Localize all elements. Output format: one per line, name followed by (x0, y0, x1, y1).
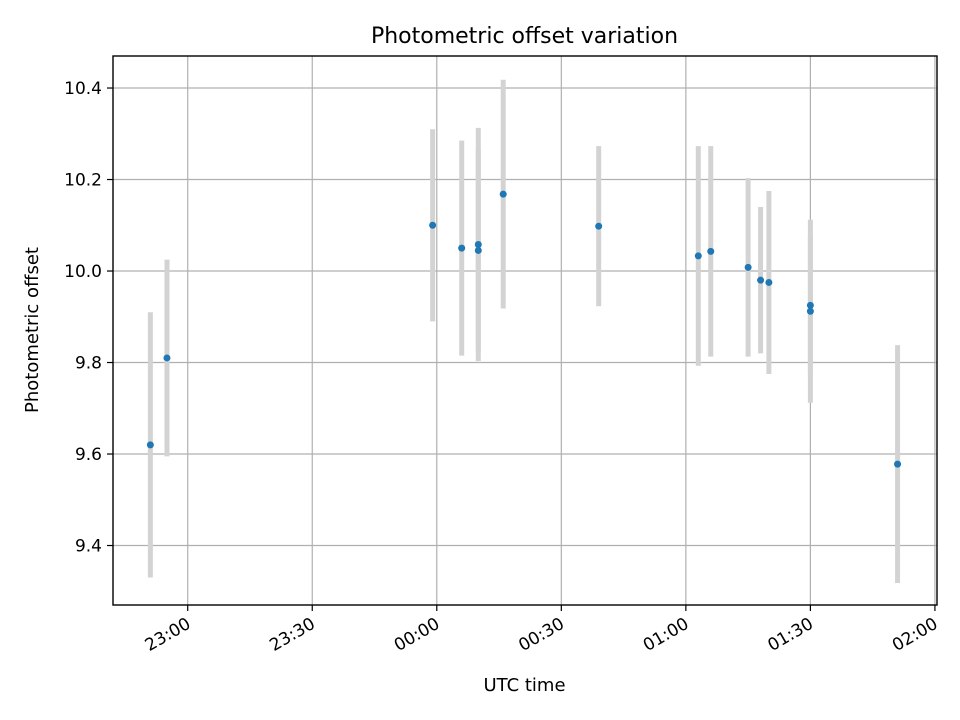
error-bars (147, 79, 901, 584)
y-axis-ticks: 9.4 9.6 9.8 10.0 10.2 10.4 (64, 79, 113, 557)
y-tick-label: 10.2 (64, 171, 102, 191)
x-tick-label: 01:30 (764, 614, 816, 656)
data-point (163, 354, 171, 362)
data-point (474, 246, 482, 254)
data-point (765, 278, 773, 286)
data-point (146, 441, 154, 449)
x-axis-ticks: 23:00 23:30 00:00 00:30 01:00 01:30 02:00 (142, 605, 941, 656)
y-tick-label: 10.0 (64, 262, 102, 282)
gridlines (113, 56, 937, 605)
x-tick-label: 23:30 (266, 614, 318, 656)
data-point (806, 301, 814, 309)
data-point (429, 221, 437, 229)
y-tick-label: 9.4 (75, 537, 102, 557)
data-point (757, 276, 765, 284)
data-point (694, 252, 702, 260)
data-point (499, 190, 507, 198)
data-points (146, 190, 902, 468)
data-point (806, 307, 814, 315)
data-point (474, 240, 482, 248)
y-tick-label: 10.4 (64, 79, 102, 99)
data-point (458, 244, 466, 252)
data-point (894, 460, 902, 468)
data-point (595, 222, 603, 230)
chart-title: Photometric offset variation (371, 24, 678, 49)
x-axis-label: UTC time (483, 675, 565, 696)
x-tick-label: 00:30 (515, 614, 567, 656)
x-tick-label: 02:00 (889, 614, 941, 656)
data-point (744, 263, 752, 271)
y-tick-label: 9.6 (75, 445, 102, 465)
x-tick-label: 23:00 (142, 614, 194, 656)
x-tick-label: 00:00 (391, 614, 443, 656)
plot-frame (112, 55, 938, 606)
data-point (707, 247, 715, 255)
x-tick-label: 01:00 (640, 614, 692, 656)
y-tick-label: 9.8 (75, 354, 102, 374)
y-axis-label: Photometric offset (22, 247, 43, 413)
